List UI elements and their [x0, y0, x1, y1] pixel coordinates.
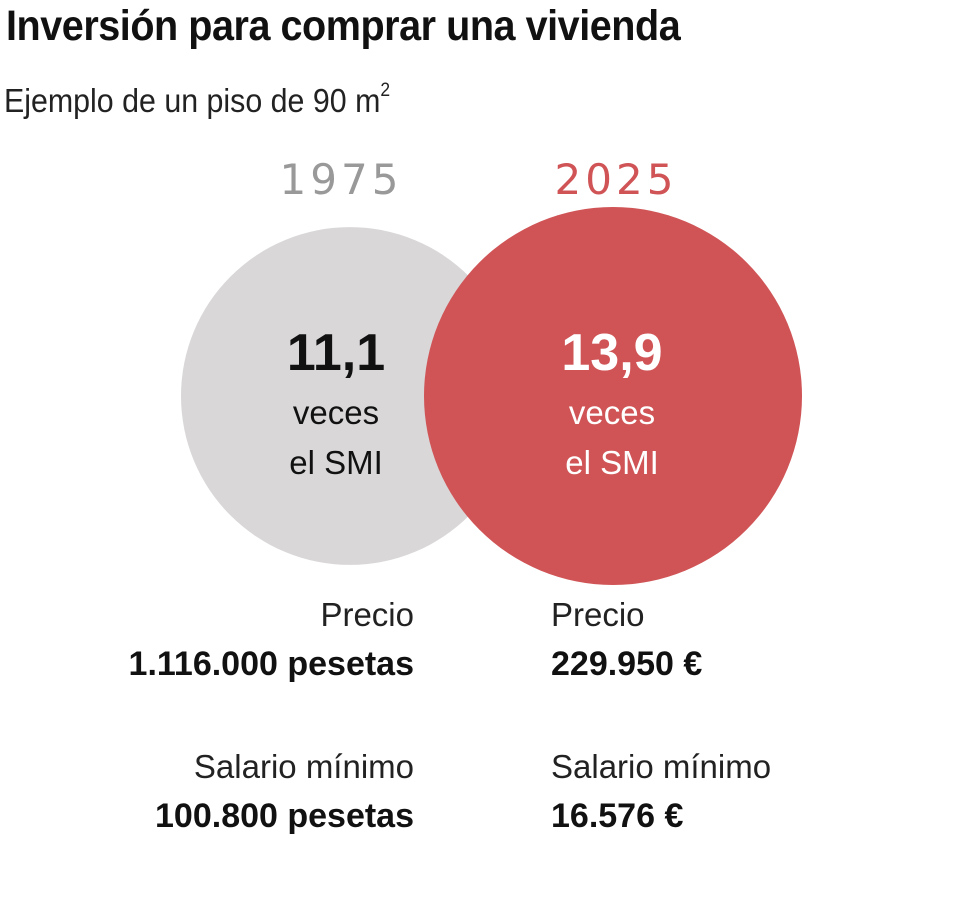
- price-value-1975: 1.116.000 pesetas: [128, 645, 414, 683]
- unit-line1-1975: veces: [293, 394, 379, 431]
- year-label-1975: 1975: [280, 155, 403, 204]
- unit-line1-2025: veces: [569, 394, 655, 431]
- chart-title: Inversión para comprar una vivienda: [6, 2, 681, 50]
- circle-2025: [424, 207, 802, 585]
- value-label-2025: 13,9: [561, 324, 662, 382]
- wage-value-1975: 100.800 pesetas: [155, 797, 414, 835]
- value-label-1975: 11,1: [287, 324, 385, 382]
- subtitle-text: Ejemplo de un piso de 90 m: [4, 82, 381, 119]
- circle-1975: [181, 227, 519, 565]
- price-label-1975: Precio: [320, 596, 414, 633]
- unit-line2-2025: el SMI: [565, 444, 659, 481]
- price-value-2025: 229.950 €: [551, 645, 703, 683]
- wage-value-2025: 16.576 €: [551, 797, 684, 835]
- wage-label-2025: Salario mínimo: [551, 748, 772, 785]
- chart-subtitle: Ejemplo de un piso de 90 m2: [4, 80, 391, 120]
- price-label-2025: Precio: [551, 596, 645, 633]
- year-label-2025: 2025: [555, 155, 678, 204]
- wage-label-1975: Salario mínimo: [193, 748, 414, 785]
- subtitle-superscript: 2: [380, 80, 391, 101]
- unit-line2-1975: el SMI: [289, 444, 383, 481]
